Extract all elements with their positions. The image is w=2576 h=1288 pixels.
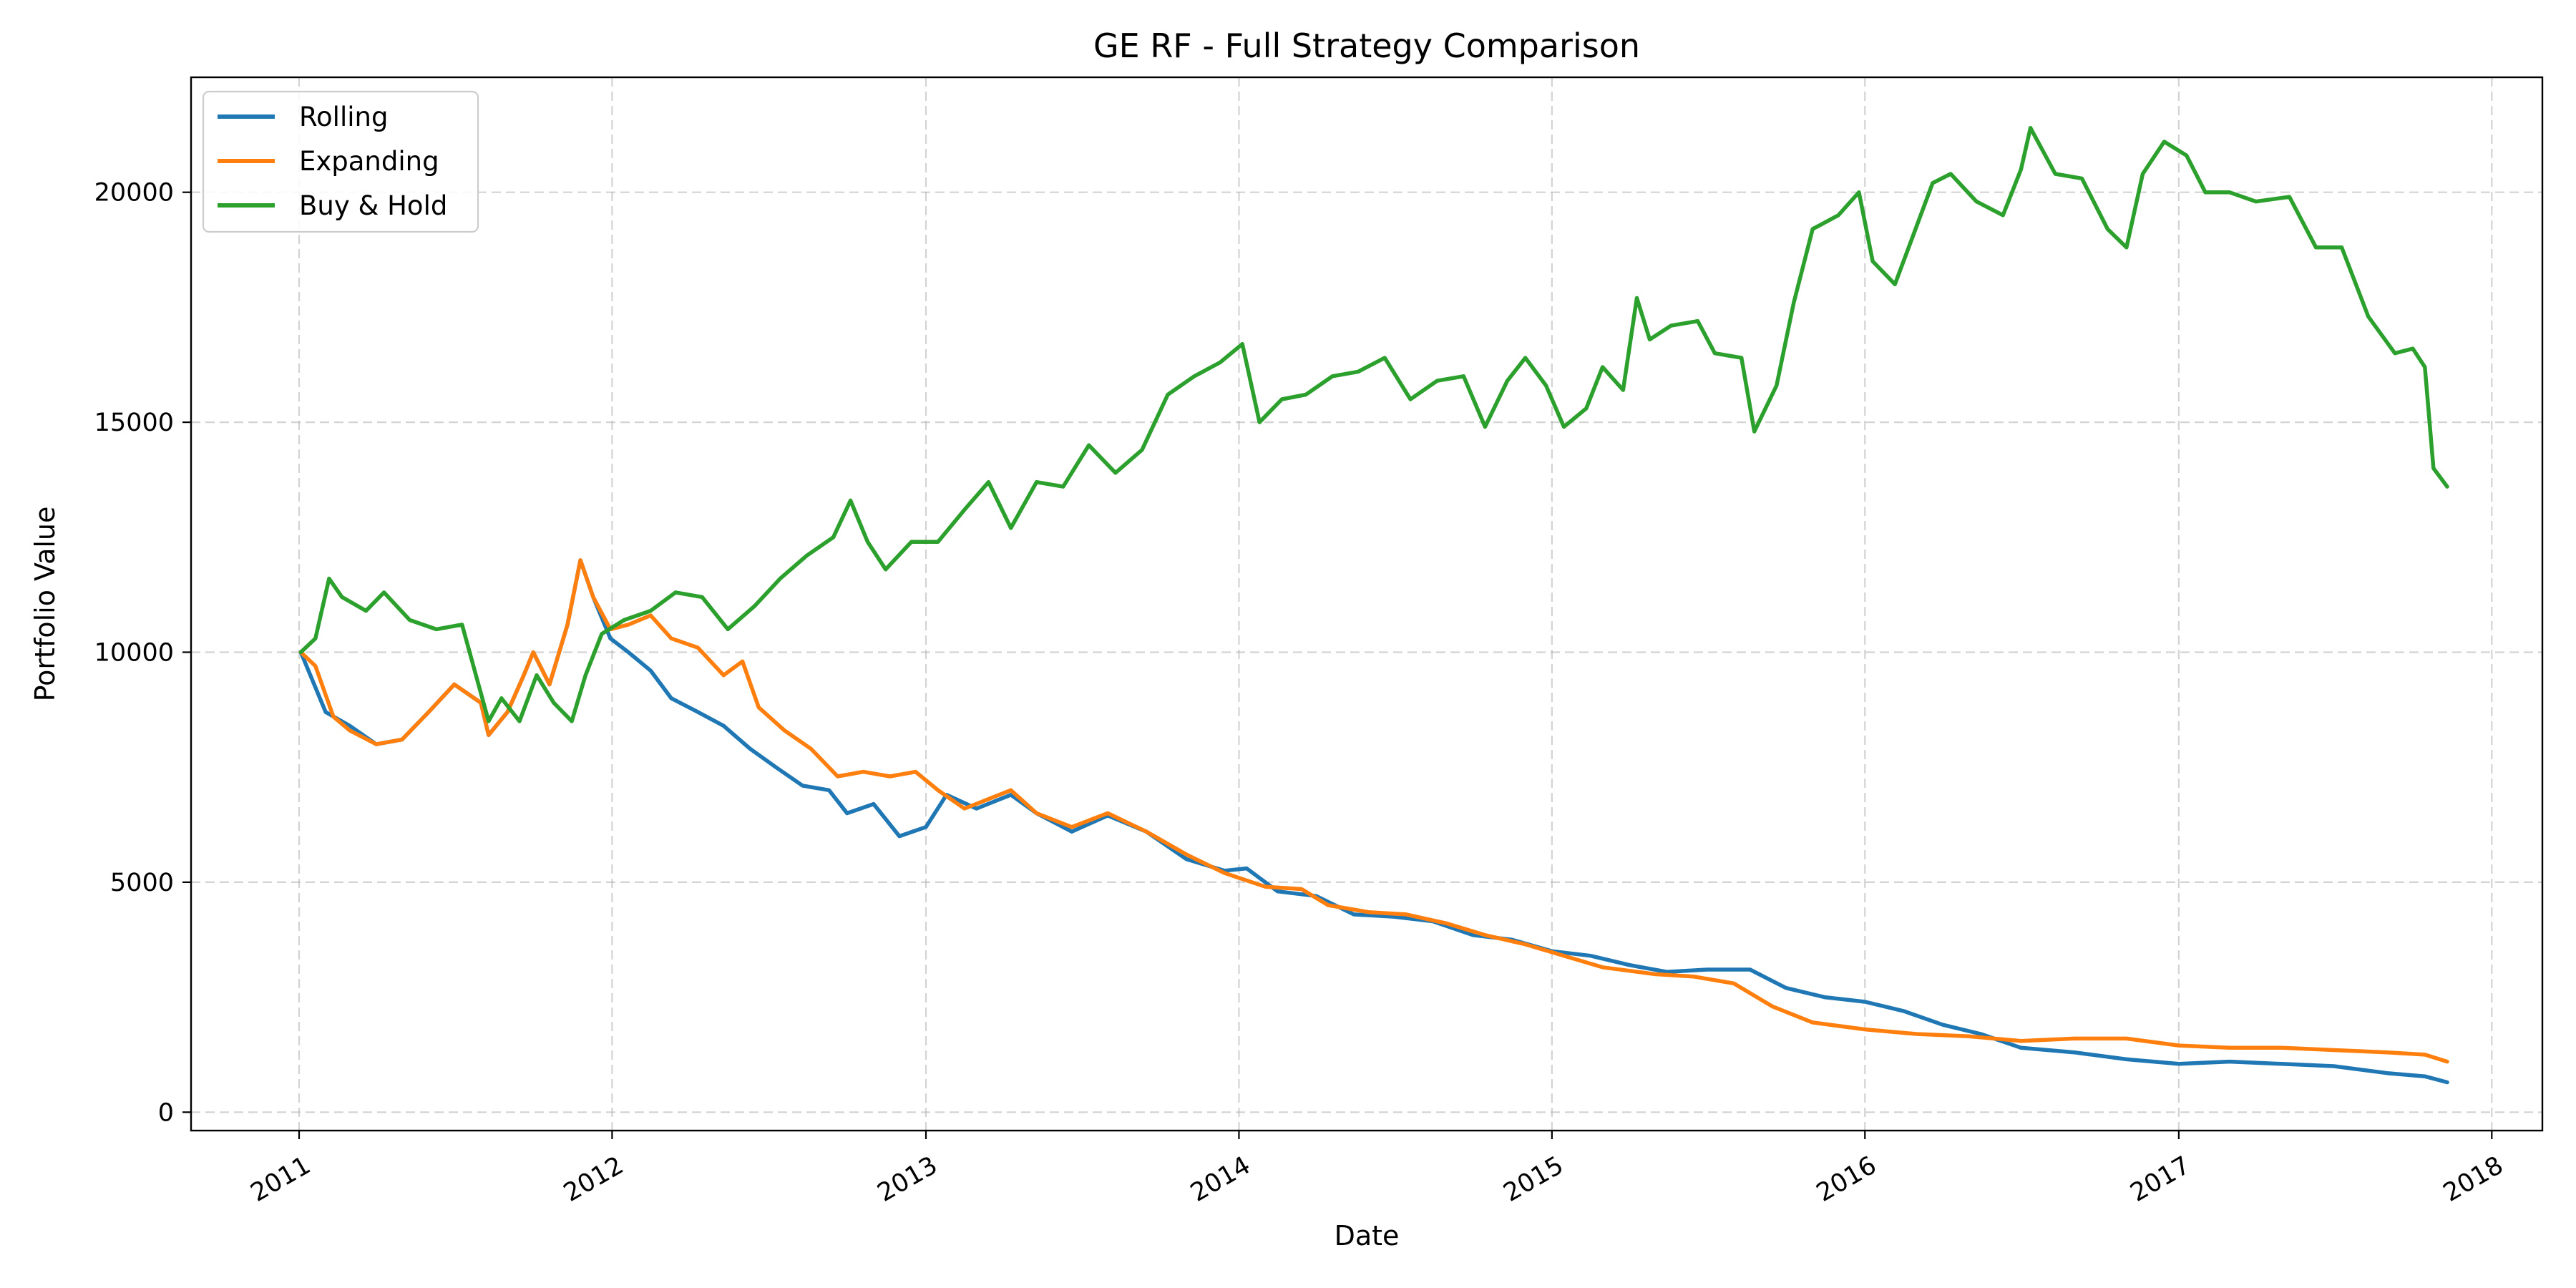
grid: [191, 77, 2542, 1131]
plot-frame: [190, 76, 2544, 1132]
y-tick-label: 10000: [94, 638, 174, 667]
y-axis-ticks: 0 5000 10000 15000 20000: [94, 179, 191, 1127]
plot-series: [298, 125, 2449, 1085]
series-line-expanding: [298, 558, 2449, 1064]
legend-label-buy-hold: Buy & Hold: [299, 190, 447, 221]
legend-label-rolling: Rolling: [299, 102, 388, 132]
series-line-buy-hold: [298, 125, 2449, 723]
x-axis-label: Date: [1335, 1220, 1400, 1252]
y-tick-label: 0: [158, 1098, 174, 1127]
legend-frame: [202, 90, 479, 233]
chart-title: GE RF - Full Strategy Comparison: [1093, 26, 1640, 65]
y-tick-label: 15000: [94, 409, 174, 437]
y-tick-label: 20000: [94, 179, 174, 208]
y-tick-label: 5000: [110, 869, 174, 897]
legend: Rolling Expanding Buy & Hold: [202, 90, 479, 233]
y-axis-label: Portfolio Value: [29, 507, 61, 702]
legend-label-expanding: Expanding: [299, 146, 439, 177]
